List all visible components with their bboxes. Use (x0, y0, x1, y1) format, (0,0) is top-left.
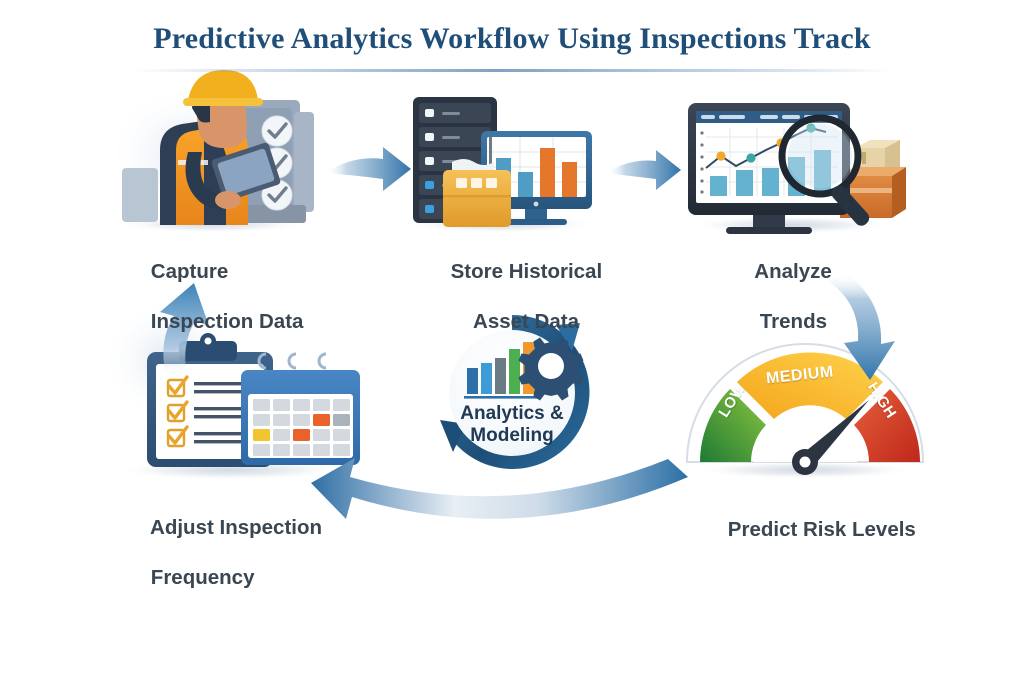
center-badge-analytics-modeling (440, 314, 590, 469)
title-divider (132, 69, 892, 72)
arrow-analyze-to-predict (828, 272, 895, 380)
label-line-2: Asset Data (473, 310, 579, 333)
gauge-segment-high (854, 389, 920, 462)
label-line-1: Adjust Inspection (150, 516, 323, 539)
gauge-needle (792, 400, 869, 475)
arrow-capture-to-store (325, 147, 411, 191)
badge-text-line-2: Modeling (470, 425, 554, 446)
page-title: Predictive Analytics Workflow Using Insp… (153, 22, 871, 55)
gauge-segment-low (700, 389, 766, 462)
illustration-capture-inspection-data (107, 70, 314, 233)
arrow-store-to-analyze (606, 150, 681, 190)
label-line-2: Trends (759, 310, 827, 333)
checkmark-icon (261, 179, 293, 211)
label-line-1: Analyze (754, 260, 832, 283)
illustration-predict-risk-levels (685, 343, 925, 479)
label-line-2: Inspection Data (150, 310, 304, 333)
inspector-figure (160, 70, 281, 225)
gauge-segment-medium (737, 352, 883, 419)
magnifier-icon (778, 114, 870, 226)
calendar-icon (241, 352, 360, 465)
tablet-device (211, 142, 281, 202)
monitor-trend-chart (688, 103, 850, 234)
illustration-store-historical-asset-data (405, 97, 595, 233)
cardboard-boxes (840, 140, 906, 218)
label-adjust-inspection-frequency: Adjust Inspection Frequency (128, 490, 322, 615)
label-analyze-trends: Analyze Trends (707, 234, 857, 359)
checklist-rows (166, 375, 252, 448)
label-line-1: Store Historical (450, 260, 603, 283)
label-predict-risk-levels: Predict Risk Levels (705, 492, 916, 567)
label-capture-inspection-data: Capture Inspection Data (128, 234, 304, 359)
label-line-1: Capture (150, 260, 229, 283)
badge-text-line-1: Analytics & (460, 403, 564, 424)
label-line-2: Frequency (150, 566, 255, 589)
label-line-1: Predict Risk Levels (727, 518, 916, 541)
label-store-historical-asset-data: Store Historical Asset Data (415, 234, 615, 359)
gear-icon (518, 337, 584, 401)
folder-icon (443, 159, 511, 227)
arrow-predict-to-adjust (311, 458, 688, 519)
arrow-adjust-to-capture (160, 283, 209, 376)
illustration-analyze-trends (688, 103, 906, 234)
checkmark-icon (261, 115, 293, 147)
